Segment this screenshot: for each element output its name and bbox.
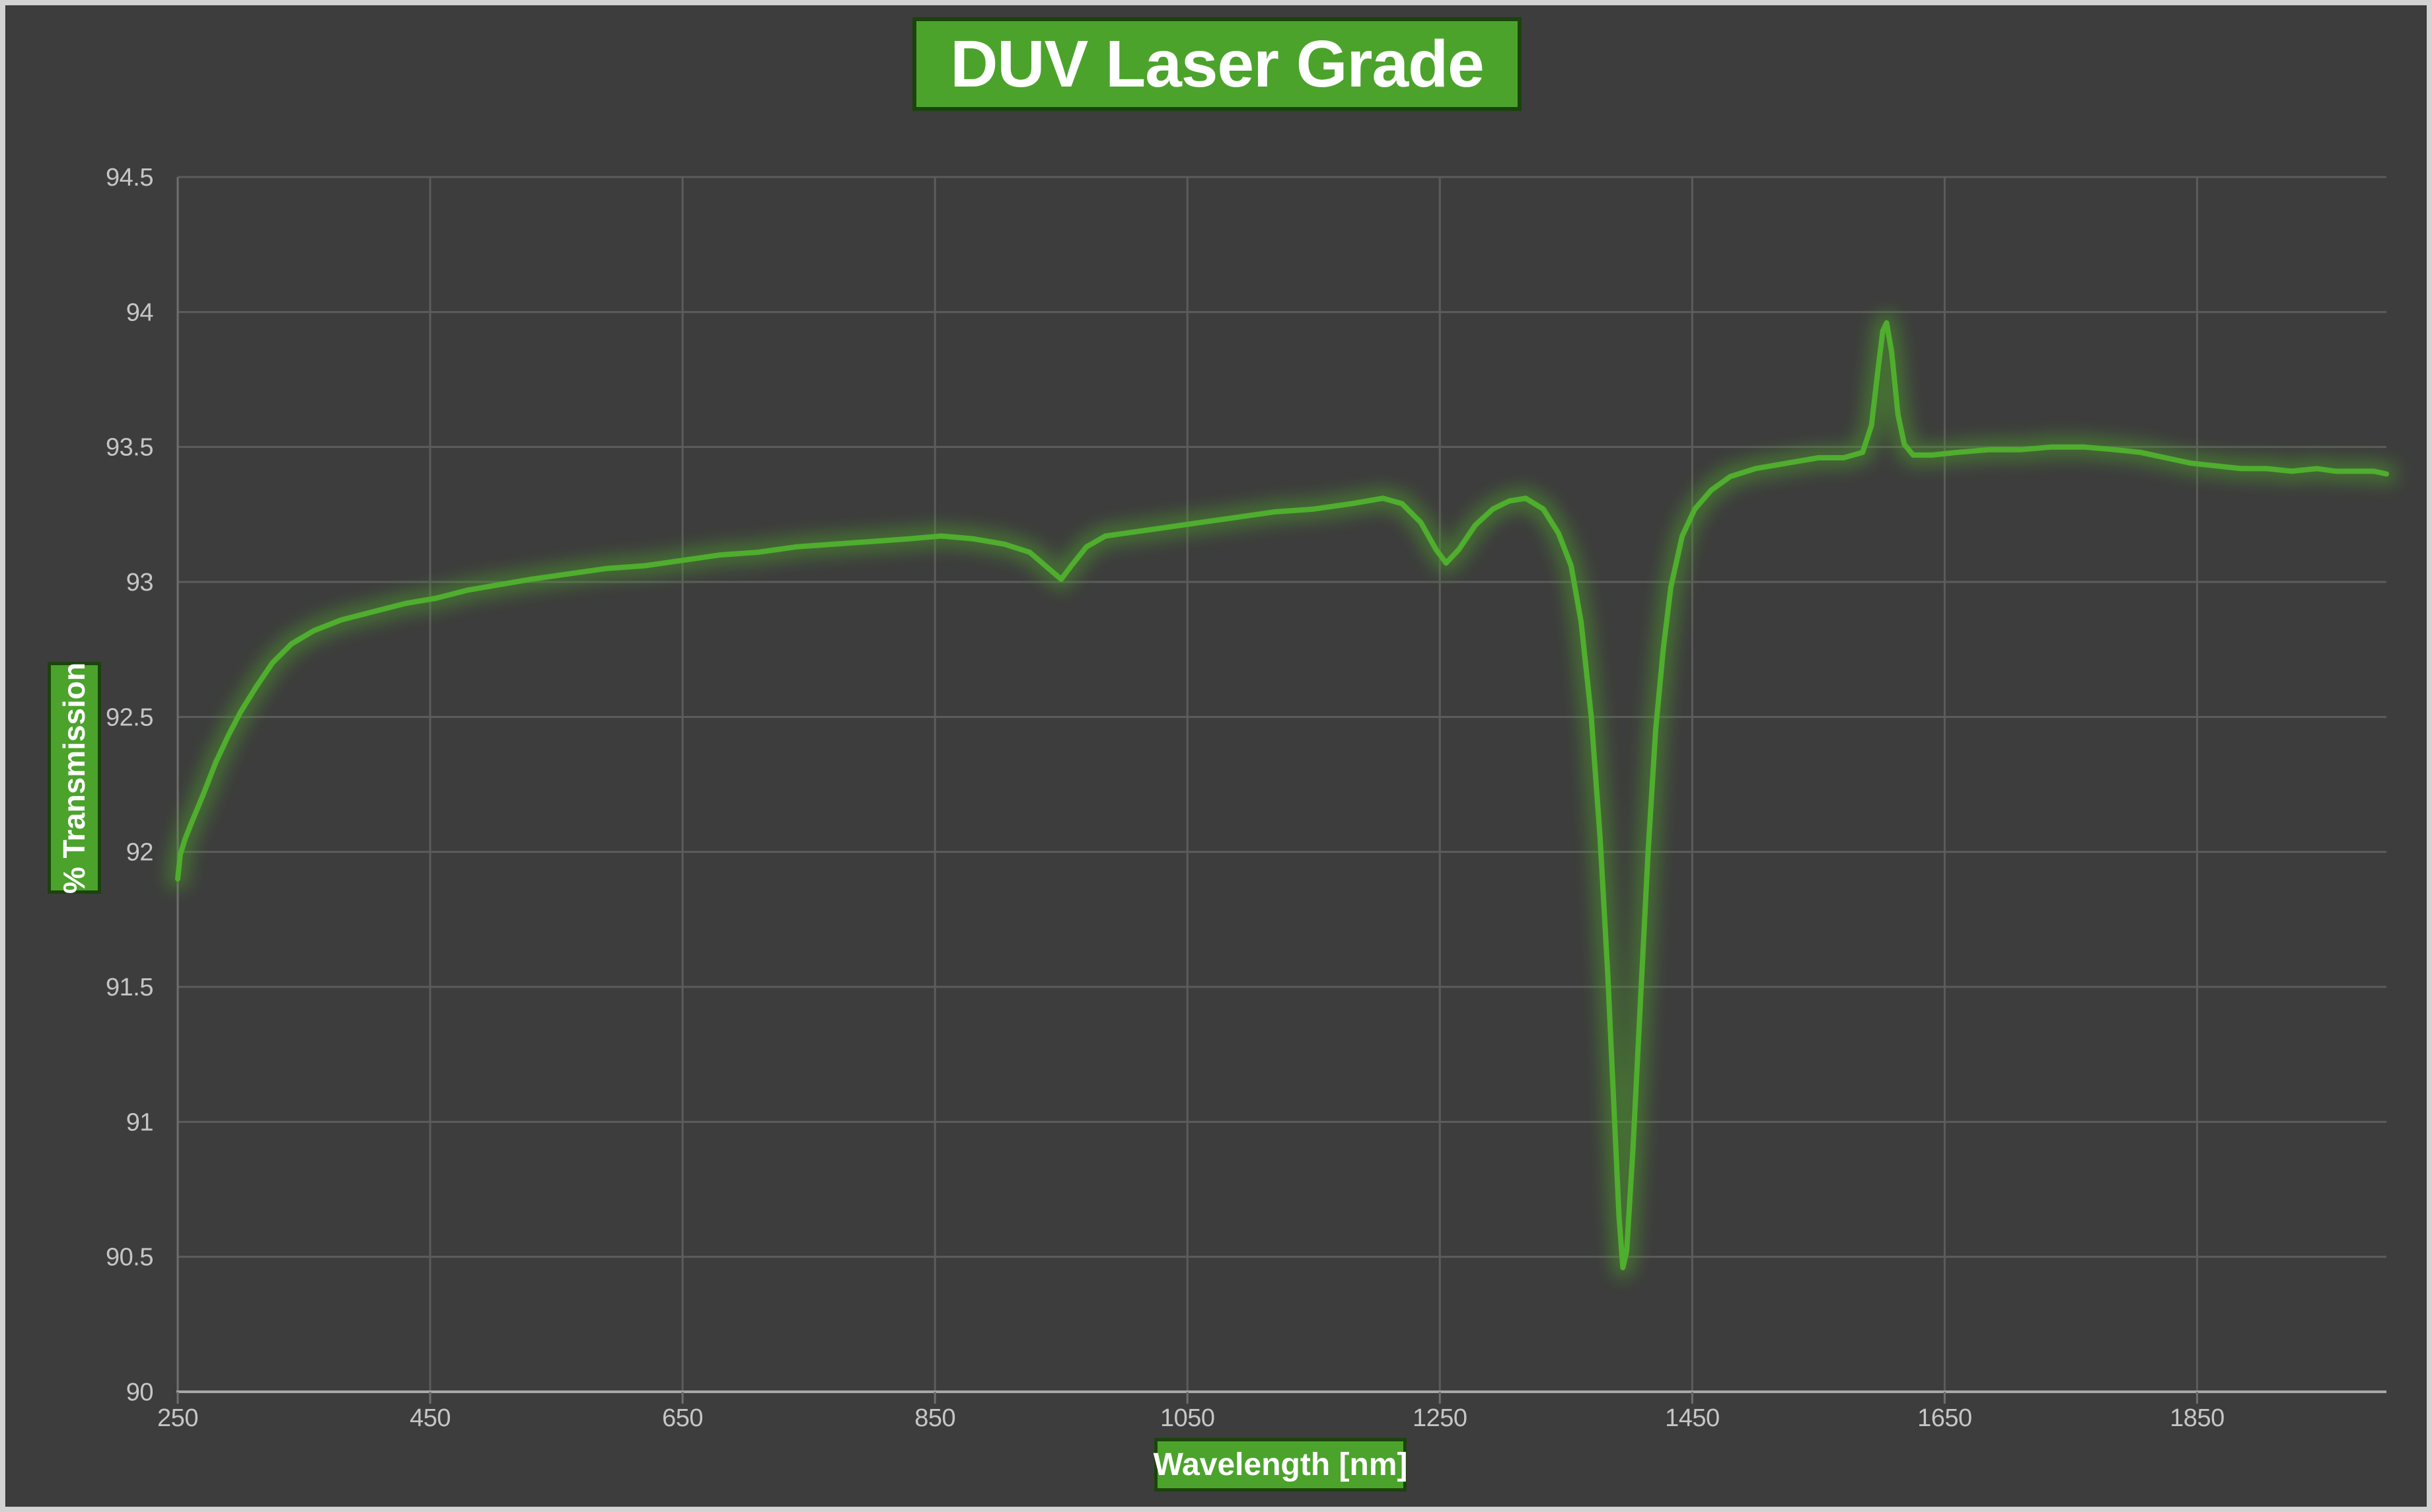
x-tick-label: 1850 <box>2170 1404 2225 1432</box>
y-tick-label: 94.5 <box>106 164 153 192</box>
x-tick-label: 1050 <box>1160 1404 1215 1432</box>
x-axis-label: Wavelength [nm] <box>1154 1438 1407 1492</box>
y-tick-label: 92.5 <box>106 703 153 731</box>
y-axis-label-text: % Transmission <box>57 662 92 894</box>
x-tick-label: 850 <box>914 1404 955 1432</box>
y-tick-label: 91.5 <box>106 974 153 1001</box>
chart-title-text: DUV Laser Grade <box>950 26 1485 101</box>
x-tick-label: 1650 <box>1917 1404 1972 1432</box>
x-tick-label: 1450 <box>1665 1404 1720 1432</box>
y-tick-label: 93 <box>126 569 153 596</box>
x-tick-label: 650 <box>662 1404 703 1432</box>
y-tick-label: 94 <box>126 299 154 326</box>
x-tick-label: 1250 <box>1413 1404 1467 1432</box>
y-tick-label: 90.5 <box>106 1244 153 1272</box>
y-tick-label: 93.5 <box>106 434 153 462</box>
y-tick-label: 92 <box>126 839 153 867</box>
chart-title: DUV Laser Grade <box>912 17 1522 111</box>
y-axis-label: % Transmission <box>48 662 101 894</box>
x-tick-label: 250 <box>157 1404 198 1432</box>
series-glow <box>166 311 2398 1279</box>
x-axis-label-text: Wavelength [nm] <box>1153 1447 1408 1482</box>
x-tick-label: 450 <box>410 1404 451 1432</box>
series-line <box>175 320 2389 1270</box>
y-tick-label: 91 <box>126 1108 153 1136</box>
y-tick-label: 90 <box>126 1379 153 1406</box>
